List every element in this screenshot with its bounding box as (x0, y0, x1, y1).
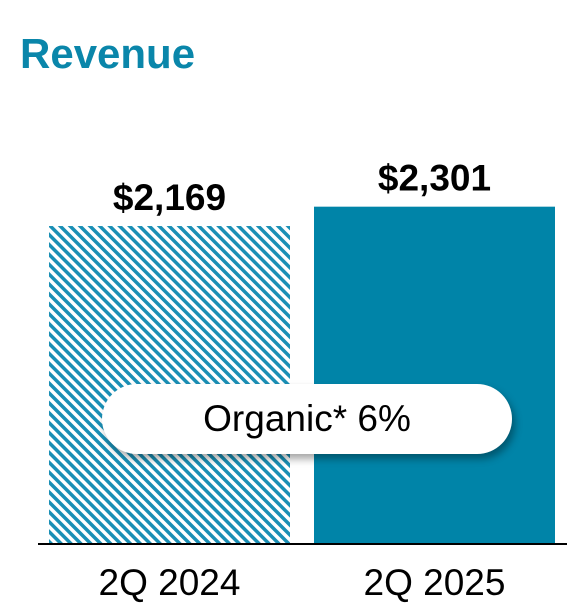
value-label: $2,169 (113, 177, 226, 218)
organic-growth-text: Organic* 6% (203, 398, 411, 439)
organic-growth-callout: Organic* 6% (102, 384, 512, 454)
value-label: $2,301 (378, 158, 491, 199)
bar-2q-2025 (314, 206, 555, 544)
chart-title: Revenue (20, 30, 196, 77)
category-tick-label: 2Q 2024 (99, 562, 241, 603)
category-tick-label: 2Q 2025 (364, 562, 506, 603)
